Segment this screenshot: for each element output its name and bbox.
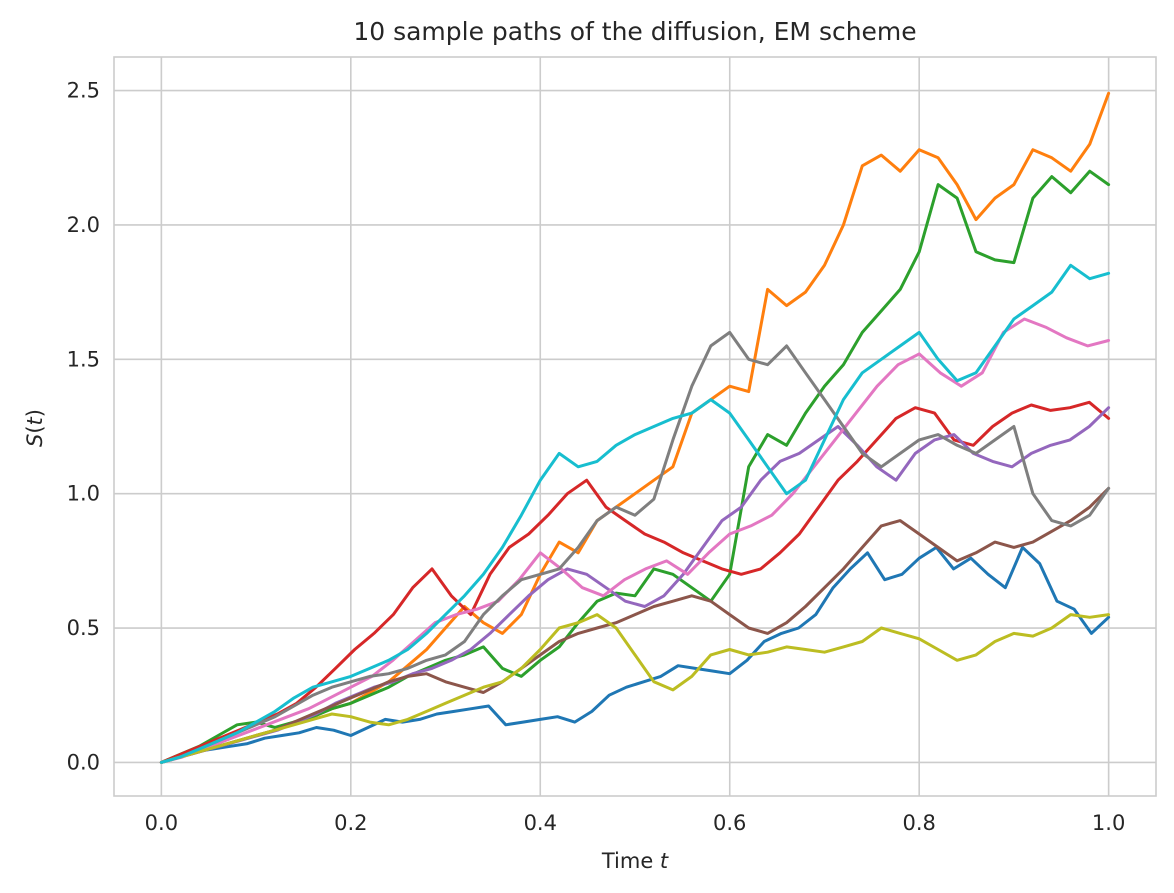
x-tick-label: 0.0 [145,811,178,835]
y-tick-label: 1.0 [67,482,100,506]
chart-title: 10 sample paths of the diffusion, EM sch… [353,17,916,46]
series-group [159,91,1111,764]
x-axis-label: Time t [601,849,669,873]
x-axis-label-var: t [660,849,669,873]
y-axis-label-main: S [23,434,47,447]
y-axis-label: S(t) [23,409,47,447]
y-axis-label-paren-close: ) [23,409,47,417]
series-line-3 [159,169,1111,764]
x-tick-label: 0.6 [713,811,746,835]
series-line-9 [159,613,1111,764]
y-axis-label-paren-open: ( [23,425,47,433]
x-tick-label: 1.0 [1092,811,1125,835]
series-line-10 [159,263,1111,764]
x-tick-label: 0.8 [902,811,935,835]
x-axis-label-main: Time [601,849,660,873]
y-tick-label: 0.0 [67,750,100,774]
y-tick-label: 2.5 [67,79,100,103]
series-line-2 [159,91,1111,764]
series-line-6 [159,486,1111,764]
y-tick-label: 2.0 [67,213,100,237]
x-tick-labels: 0.0 0.2 0.4 0.6 0.8 1.0 [145,811,1126,835]
series-line-7 [159,317,1111,764]
x-tick-label: 0.2 [334,811,367,835]
series-line-8 [159,330,1111,764]
y-axis-label-var: t [23,416,47,425]
x-tick-label: 0.4 [524,811,557,835]
y-tick-label: 0.5 [67,616,100,640]
series-line-1 [159,545,1111,764]
y-tick-labels: 0.0 0.5 1.0 1.5 2.0 2.5 [67,79,100,775]
y-tick-label: 1.5 [67,347,100,371]
plot-frame [113,56,1157,797]
series-line-4 [159,400,1111,764]
